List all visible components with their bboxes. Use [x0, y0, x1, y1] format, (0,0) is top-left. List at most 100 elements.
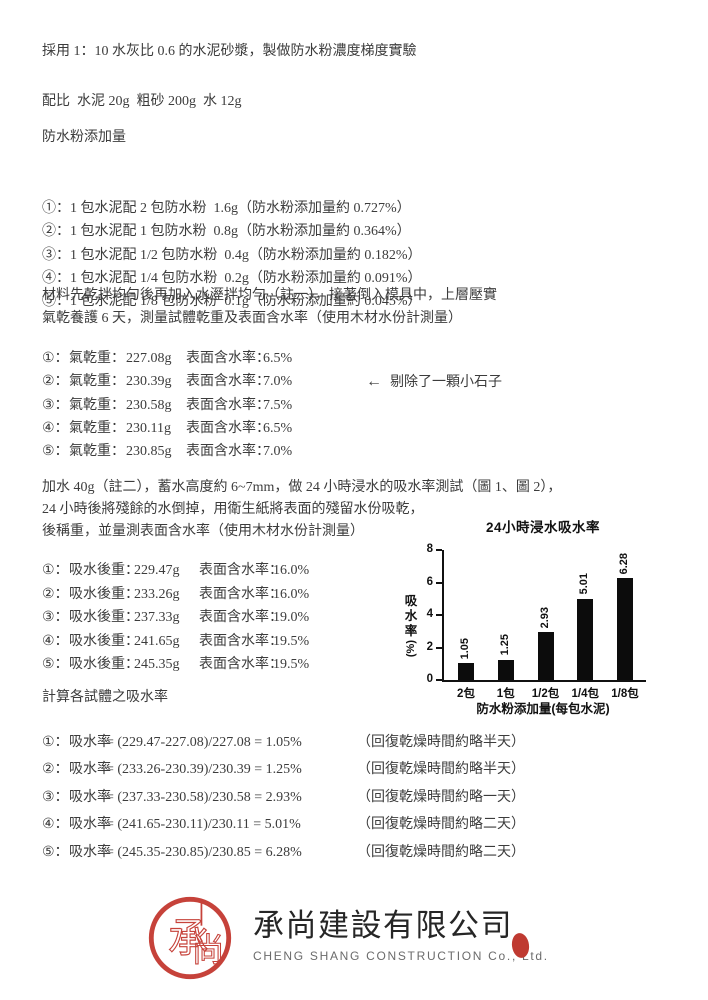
absorption-formula: = (229.47-227.08)/227.08 = 1.05% — [106, 735, 302, 750]
surface-moisture-value: 7.5% — [263, 397, 293, 413]
calc-row: ②： 吸水率 = (233.26-230.39)/230.39 = 1.25% … — [42, 756, 525, 783]
x-tick-label: 2包 — [457, 688, 475, 700]
dry-weight-list: ①： 氣乾重： 227.08g 表面含水率： 6.5% ②： 氣乾重： 230.… — [42, 347, 292, 463]
prep-line-2: 氣乾養護 6 天，測量試體乾重及表面含水率（使用木材水份計測量） — [42, 311, 462, 326]
chart-plot-area: 0 2 4 6 8 1.05 2包 1.25 1包 2.93 1/2包 5.01 1/4包 6.28 1/8… — [427, 543, 646, 700]
additive-heading: 防水粉添加量 — [42, 130, 126, 145]
wet-weight-label: 吸水後重： — [69, 563, 139, 578]
surface-moisture-value: 19.5% — [273, 633, 310, 649]
drying-time-note: （回復乾燥時間約略一天） — [357, 789, 525, 805]
additive-item: ①：1 包水泥配 2 包防水粉 1.6g（防水粉添加量約 0.727%） — [42, 201, 411, 217]
y-tick-mark — [436, 581, 442, 584]
calc-row: ⑤： 吸水率 = (245.35-230.85)/230.85 = 6.28% … — [42, 839, 525, 866]
surface-moisture-value: 19.5% — [273, 657, 310, 673]
surface-moisture-label: 表面含水率： — [199, 586, 283, 602]
soak-line-3: 後稱重，並量測表面含水率（使用木材水份計測量） — [42, 524, 364, 539]
x-tick-label: 1/4包 — [571, 688, 600, 700]
surface-moisture-value: 7.0% — [263, 444, 293, 460]
x-tick-label: 1/8包 — [611, 688, 639, 700]
margin-note-text: 剔除了一顆小石子 — [390, 375, 502, 391]
dry-weight-label: 氣乾重： — [69, 420, 125, 436]
additive-section: 防水粉添加量 ①：1 包水泥配 2 包防水粉 1.6g（防水粉添加量約 0.72… — [42, 126, 422, 313]
dry-weight-value: 227.08g — [126, 351, 172, 366]
absorption-rate-label: 吸水率 — [69, 762, 111, 778]
bar-value-label: 1.05 — [459, 637, 471, 659]
wet-weight-value: 229.47g — [134, 563, 180, 578]
y-tick-label: 2 — [426, 640, 433, 653]
y-tick-label: 4 — [426, 608, 433, 620]
row-number: ⑤： — [42, 657, 69, 673]
dry-weight-label: 氣乾重： — [69, 444, 125, 460]
logo-char-right: 尚 — [192, 932, 225, 969]
row-number: ②： — [42, 762, 69, 778]
dry-weight-value: 230.11g — [126, 420, 171, 436]
logo-char-left: 承 — [168, 916, 208, 961]
surface-moisture-value: 16.0% — [273, 563, 310, 578]
surface-moisture-label: 表面含水率： — [199, 610, 283, 626]
absorption-formula: = (245.35-230.85)/230.85 = 6.28% — [106, 844, 302, 860]
bar-value-label: 5.01 — [578, 573, 591, 595]
row-number: ③： — [42, 610, 69, 626]
bar-1/4包 — [577, 598, 594, 680]
y-tick-label: 6 — [426, 575, 433, 588]
additive-list: ①：1 包水泥配 2 包防水粉 1.6g（防水粉添加量約 0.727%） ②：1 … — [42, 149, 422, 313]
row-number: ④： — [42, 633, 69, 649]
bar-value-label: 1.25 — [498, 634, 511, 656]
row-number: ②： — [42, 374, 69, 390]
row-number: ③： — [42, 789, 69, 805]
bar-value-label: 2.93 — [538, 606, 551, 629]
drying-time-note: （回復乾燥時間約略半天） — [357, 762, 525, 778]
wet-weight-row: ④： 吸水後重： 241.65g 表面含水率： 19.5% — [42, 630, 309, 654]
y-tick-label: 8 — [426, 543, 433, 555]
bar-2包 — [458, 662, 474, 680]
chart-y-axis-label: 吸水率 (%) — [402, 594, 420, 657]
wet-weight-label: 吸水後重： — [69, 657, 139, 673]
surface-moisture-label: 表面含水率： — [186, 397, 270, 413]
absorption-rate-label: 吸水率 — [69, 844, 111, 860]
bar-1/2包 — [537, 632, 554, 680]
wet-weight-row: ②： 吸水後重： 233.26g 表面含水率： 16.0% — [42, 583, 309, 607]
drying-time-note: （回復乾燥時間約略二天） — [357, 817, 525, 833]
surface-moisture-value: 6.5% — [263, 351, 293, 366]
absorption-bar-chart: 24小時浸水吸水率 吸水率 (%) 0 2 4 6 8 1.05 2包 1.25 1包 2.93 1… — [398, 512, 688, 724]
company-name-en: CHENG SHANG CONSTRUCTION Co., Ltd. — [253, 949, 549, 963]
y-tick-mark — [436, 614, 442, 616]
additive-item: ③：1 包水泥配 1/2 包防水粉 0.4g（防水粉添加量約 0.182%） — [42, 247, 422, 263]
calc-row: ④： 吸水率 = (241.65-230.11)/230.11 = 5.01% … — [42, 811, 525, 838]
row-number: ⑤： — [42, 444, 69, 460]
dry-weight-row: ⑤： 氣乾重： 230.85g 表面含水率： 7.0% — [42, 440, 292, 463]
wet-weight-value: 237.33g — [134, 610, 180, 626]
absorption-rate-label: 吸水率 — [69, 735, 111, 750]
row-number: ④： — [42, 817, 69, 833]
dry-weight-label: 氣乾重： — [69, 374, 125, 390]
additive-item: ②：1 包水泥配 1 包防水粉 0.8g（防水粉添加量約 0.364%） — [42, 224, 411, 240]
surface-moisture-label: 表面含水率： — [186, 374, 270, 390]
row-number: ④： — [42, 420, 69, 436]
mix-ratio-line: 配比 水泥 20g 粗砂 200g 水 12g — [42, 94, 242, 109]
surface-moisture-label: 表面含水率： — [186, 351, 270, 366]
surface-moisture-value: 19.0% — [273, 610, 310, 626]
y-tick-mark — [436, 679, 442, 681]
surface-moisture-label: 表面含水率： — [199, 633, 283, 649]
company-logo-mark: 承 尚 — [148, 896, 232, 980]
logo-circle — [148, 896, 232, 980]
dry-weight-row: ③： 氣乾重： 230.58g 表面含水率： 7.5% — [42, 394, 292, 417]
company-name-cn: 承尚建設有限公司 — [253, 908, 513, 943]
wet-weight-row: ①： 吸水後重： 229.47g 表面含水率： 16.0% — [42, 559, 309, 583]
row-number: ①： — [42, 351, 69, 366]
wet-weight-label: 吸水後重： — [69, 633, 139, 649]
chart-title: 24小時浸水吸水率 — [485, 520, 601, 535]
calc-list: ①： 吸水率 = (229.47-227.08)/227.08 = 1.05% … — [42, 729, 525, 866]
bar-value-label: 6.28 — [618, 552, 630, 574]
wet-weight-label: 吸水後重： — [69, 610, 139, 626]
surface-moisture-label: 表面含水率： — [186, 420, 270, 436]
y-tick-label: 0 — [426, 673, 433, 685]
wet-weight-label: 吸水後重： — [69, 586, 139, 602]
margin-note: ← 剔除了一顆小石子 — [352, 347, 502, 418]
bar-1包 — [497, 659, 514, 680]
row-number: ①： — [42, 563, 69, 578]
y-axis-label-text: 吸水率 — [404, 594, 418, 638]
wet-weight-row: ③： 吸水後重： 237.33g 表面含水率： 19.0% — [42, 606, 309, 630]
dry-weight-label: 氣乾重： — [69, 351, 125, 366]
row-number: ⑤： — [42, 844, 69, 860]
